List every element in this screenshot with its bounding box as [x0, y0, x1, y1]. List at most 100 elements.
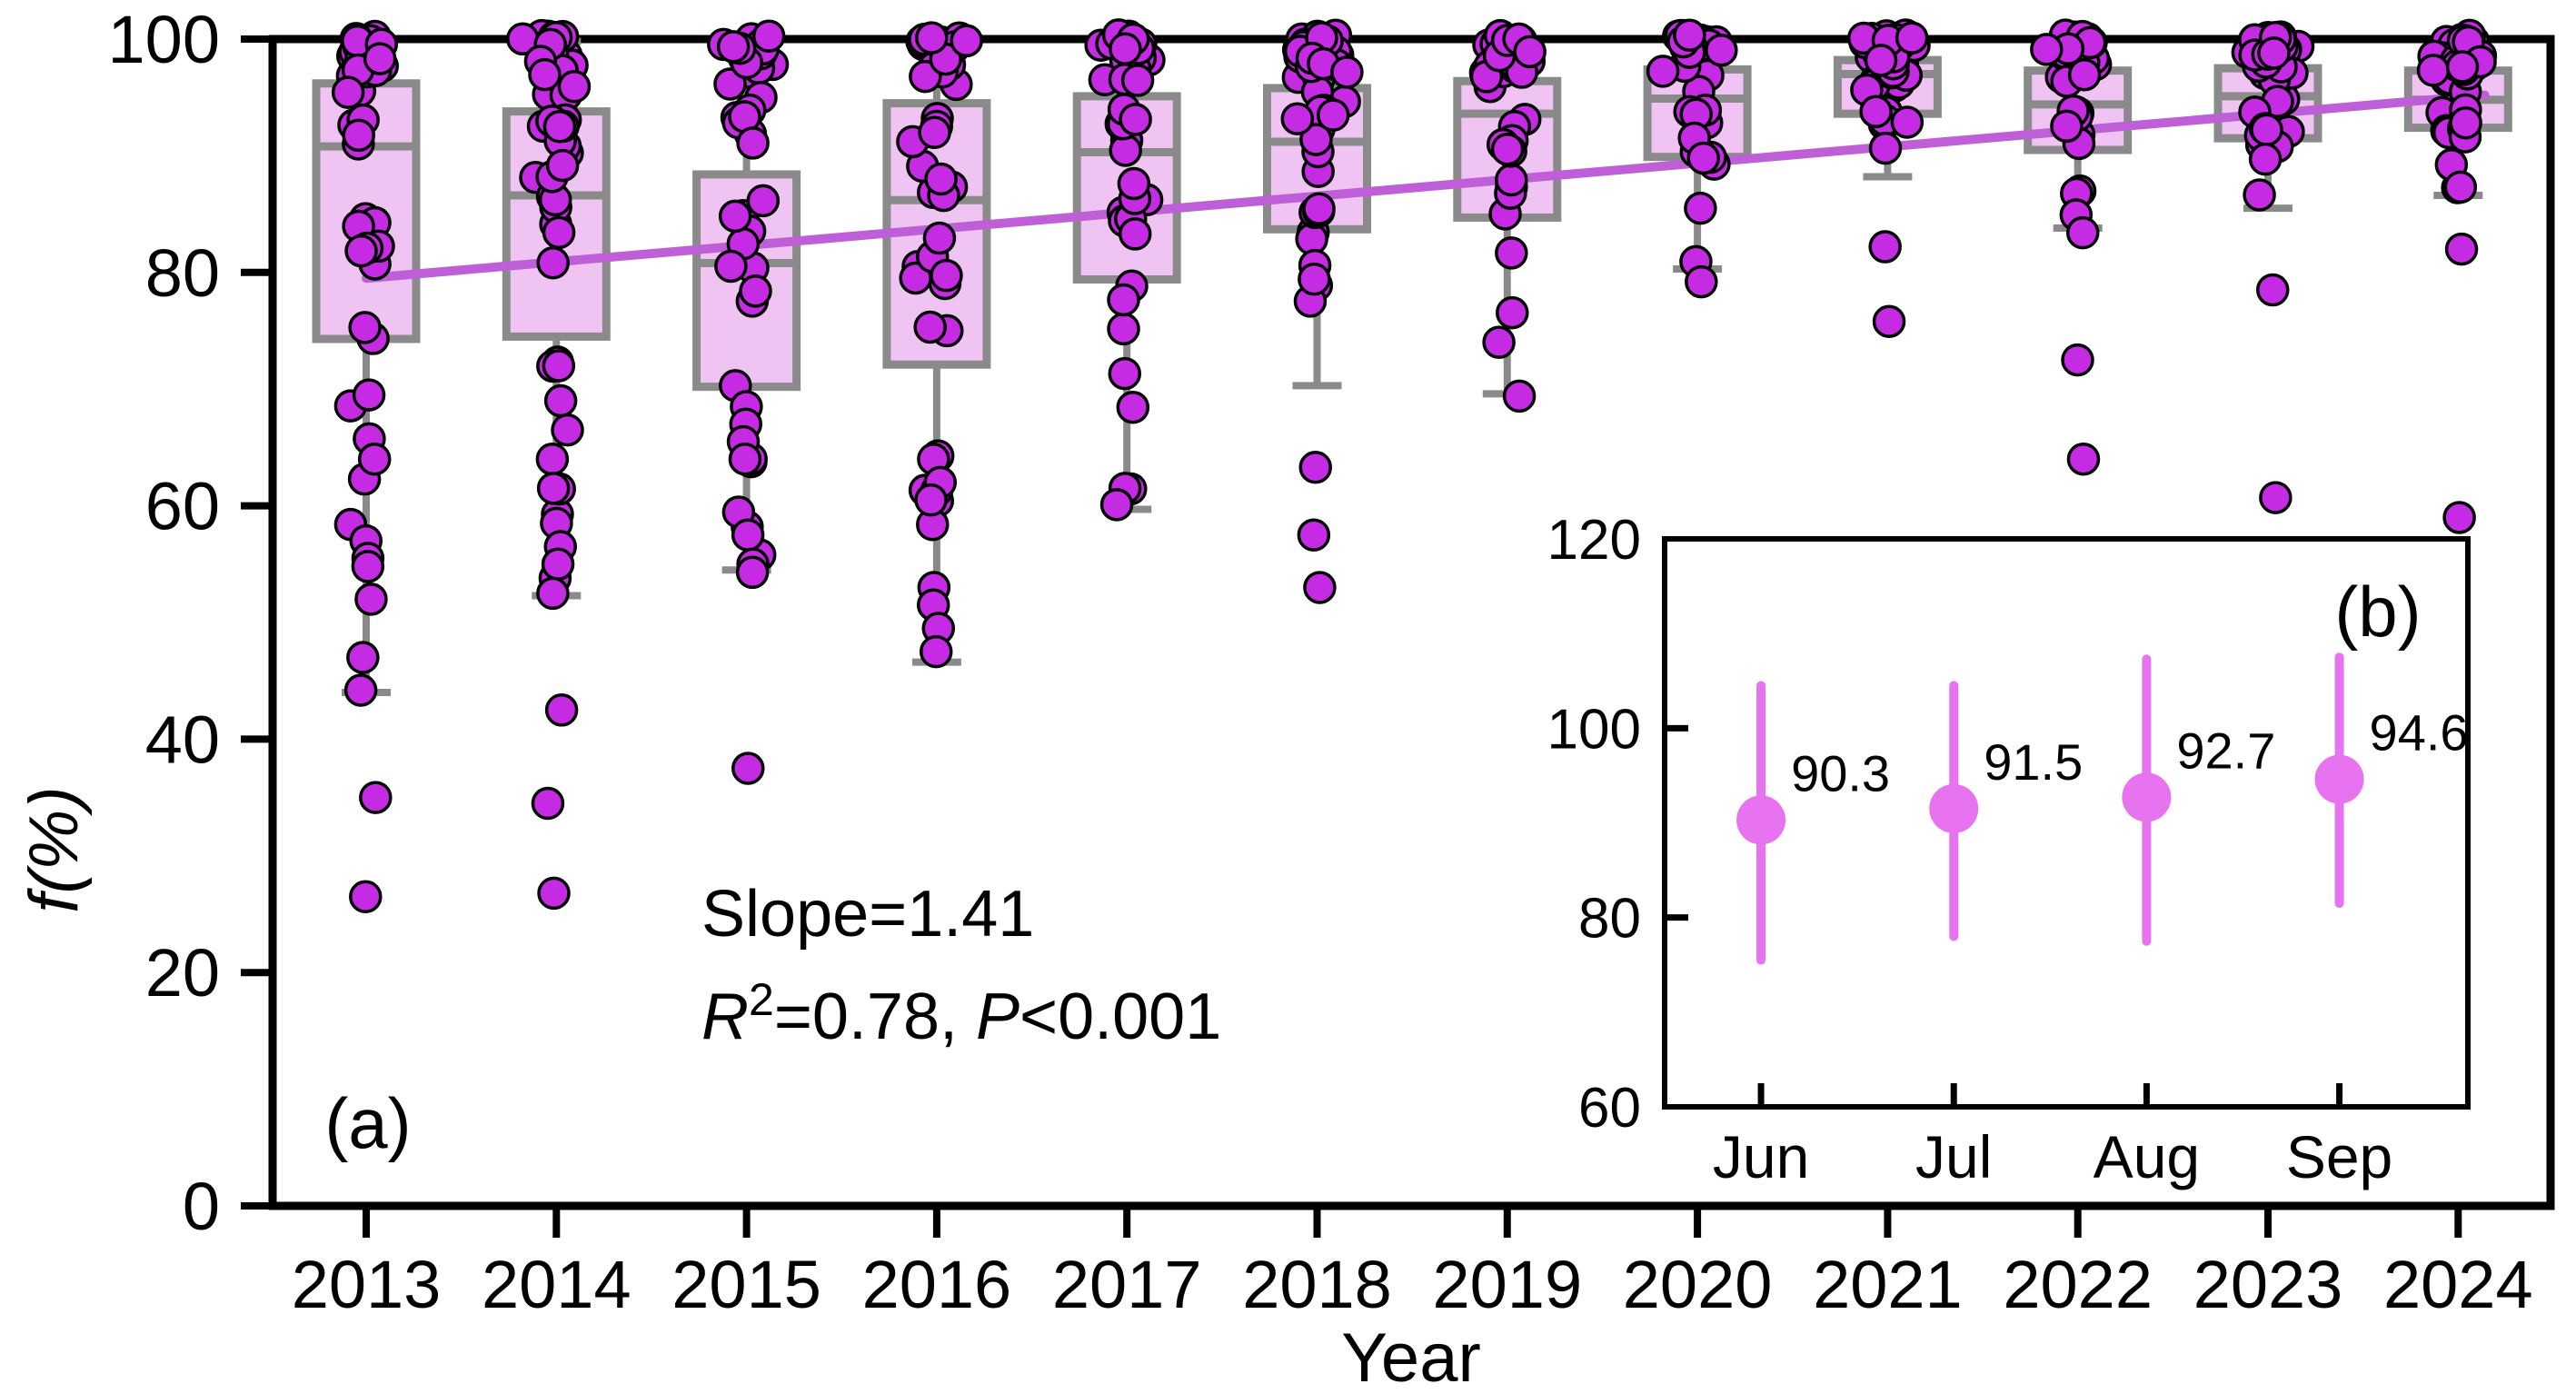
- data-point: [913, 310, 947, 344]
- data-point: [545, 148, 580, 183]
- outlier-point: [735, 555, 770, 590]
- main-plot-frame-group: [268, 35, 2555, 1210]
- data-point: [1495, 236, 1528, 270]
- data-point: [342, 118, 375, 153]
- data-point: [1108, 356, 1142, 391]
- inset-x-tick-label: Aug: [2094, 1123, 2200, 1190]
- panel-b-label: (b): [2334, 572, 2421, 652]
- data-point: [1118, 217, 1152, 251]
- inset-mean-point: [2122, 772, 2172, 822]
- data-point: [2248, 142, 2283, 176]
- data-point: [751, 19, 786, 53]
- outlier-point: [1099, 488, 1134, 522]
- outlier-point: [535, 442, 570, 476]
- data-point: [1299, 123, 1333, 156]
- data-point: [1302, 192, 1336, 225]
- data-point: [746, 184, 781, 218]
- data-point: [1298, 262, 1331, 296]
- y-tick-label: 40: [145, 702, 220, 777]
- data-point: [922, 221, 957, 255]
- data-point: [713, 67, 747, 101]
- outlier-point: [544, 693, 579, 727]
- data-point: [930, 258, 963, 293]
- data-point: [915, 21, 949, 55]
- outlier-point: [1502, 379, 1537, 413]
- inset-mean-point: [2314, 754, 2364, 804]
- data-point: [1316, 98, 1350, 132]
- outlier-point: [2444, 232, 2479, 266]
- data-point: [2257, 36, 2291, 70]
- outlier-point: [1872, 304, 1906, 338]
- data-point: [2445, 50, 2480, 84]
- x-tick-label: 2018: [1242, 1247, 1392, 1322]
- data-point: [2030, 33, 2064, 66]
- outlier-point: [2065, 215, 2100, 250]
- data-point: [1107, 283, 1140, 317]
- inset-mean-value-label: 94.6: [2370, 704, 2469, 762]
- r-value: =0.78,: [774, 981, 976, 1053]
- y-tick-label: 100: [108, 2, 220, 77]
- inset-y-tick-label: 120: [1547, 509, 1641, 572]
- data-point: [739, 274, 772, 308]
- p-symbol: P: [976, 981, 1019, 1053]
- outlier-point: [531, 786, 565, 821]
- data-point: [1513, 35, 1547, 69]
- data-point: [542, 110, 577, 144]
- data-point: [557, 70, 592, 104]
- inset-mean-value-label: 92.7: [2176, 722, 2275, 779]
- data-point: [1868, 131, 1903, 165]
- y-tick-label: 80: [145, 235, 220, 311]
- outlier-point: [2259, 481, 2293, 514]
- data-point: [918, 115, 951, 150]
- data-point: [736, 126, 770, 160]
- data-point: [1673, 18, 1706, 52]
- x-tick-label: 2024: [2383, 1247, 2533, 1322]
- inset-mean-point: [1736, 795, 1786, 845]
- x-tick-label: 2019: [1432, 1247, 1582, 1322]
- panel-a-label: (a): [324, 1083, 411, 1163]
- data-point: [2050, 109, 2084, 144]
- data-point: [1496, 295, 1529, 330]
- x-tick-label: 2014: [482, 1247, 632, 1322]
- inset-mean-value-label: 90.3: [1791, 744, 1890, 802]
- data-point: [718, 199, 752, 234]
- outlier-point: [914, 483, 948, 517]
- inset-mean-value-label: 91.5: [1984, 733, 2083, 791]
- data-point: [1890, 105, 1925, 139]
- y-axis-title: f(%): [15, 786, 93, 912]
- outlier-point: [542, 349, 576, 383]
- data-point: [1116, 390, 1150, 424]
- outlier-point: [2061, 343, 2094, 377]
- outlier-point: [537, 876, 571, 911]
- data-point: [528, 57, 562, 92]
- outlier-point: [1297, 518, 1331, 552]
- x-tick-label: 2021: [1813, 1247, 1963, 1322]
- annotation-stats: R2=0.78, P<0.001: [701, 974, 1221, 1053]
- inset-x-tick-label: Sep: [2286, 1123, 2392, 1190]
- data-point: [536, 245, 570, 280]
- outlier-point: [731, 518, 765, 552]
- data-point: [1117, 166, 1151, 201]
- data-point: [1859, 95, 1893, 129]
- regression-trend-line: [362, 90, 2490, 284]
- outlier-point: [354, 582, 388, 616]
- inset-y-tick-label: 60: [1578, 1077, 1641, 1140]
- outlier-point: [536, 576, 570, 611]
- data-point: [1120, 64, 1155, 97]
- annotation-slope: Slope=1.41: [701, 878, 1034, 951]
- r-superscript: 2: [749, 974, 774, 1025]
- main-plot-frame: [268, 35, 2555, 1210]
- y-tick-label: 60: [145, 469, 220, 544]
- y-tick-label: 0: [183, 1169, 220, 1244]
- inset-x-tick-label: Jun: [1713, 1123, 1809, 1190]
- x-axis-title: Year: [1341, 1319, 1481, 1394]
- x-tick-label: 2023: [2193, 1247, 2343, 1322]
- outlier-point: [346, 641, 380, 674]
- data-point: [348, 311, 382, 344]
- data-point: [2250, 113, 2283, 147]
- data-point: [1705, 33, 1738, 67]
- outlier-point: [551, 413, 584, 447]
- outlier-point: [349, 880, 383, 913]
- y-tick-label: 20: [145, 935, 220, 1011]
